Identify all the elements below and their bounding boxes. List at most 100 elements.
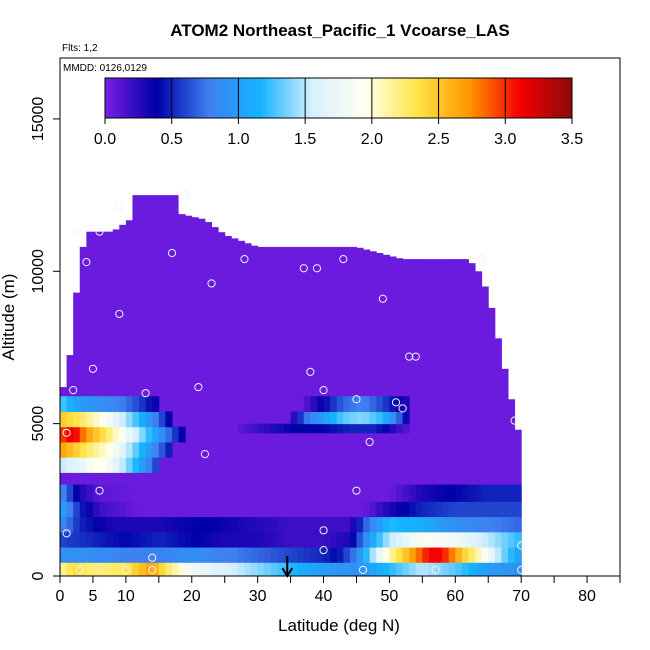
heatmap-cell <box>376 423 384 434</box>
heatmap-cell <box>66 441 74 458</box>
sample-point <box>299 264 308 273</box>
heatmap-cell <box>244 531 252 548</box>
heatmap-cell <box>73 562 81 577</box>
heatmap-cell <box>501 516 509 533</box>
heatmap-cell <box>264 531 272 548</box>
heatmap-cell <box>185 547 193 563</box>
heatmap-column <box>422 259 430 576</box>
heatmap-cell <box>369 423 377 434</box>
heatmap-cell <box>218 516 226 533</box>
heatmap-cell <box>277 547 285 563</box>
heatmap-cell <box>172 501 180 518</box>
heatmap-cell <box>204 516 213 533</box>
colorbar-segment <box>451 78 456 118</box>
heatmap-cell <box>481 501 489 518</box>
heatmap-cell <box>409 531 417 548</box>
heatmap-cell <box>86 501 94 518</box>
heatmap-cell <box>290 484 298 502</box>
heatmap-column <box>204 222 213 577</box>
heatmap-column <box>277 246 285 576</box>
heatmap-cell <box>494 547 502 563</box>
sample-point <box>306 367 315 376</box>
heatmap-cell <box>310 501 318 518</box>
heatmap-cell <box>336 396 344 412</box>
heatmap-cell <box>112 441 120 458</box>
heatmap-cell <box>92 516 101 533</box>
colorbar-segment <box>421 78 426 118</box>
heatmap-cell <box>382 396 390 412</box>
heatmap-cell <box>125 441 133 458</box>
heatmap-cell <box>224 531 232 548</box>
heatmap-cell <box>264 423 272 434</box>
heatmap-cell <box>218 501 226 518</box>
heatmap-cell <box>396 516 404 533</box>
heatmap-cell <box>461 484 469 502</box>
heatmap-cell <box>145 426 153 443</box>
heatmap-cell <box>402 484 410 502</box>
colorbar-segment <box>288 78 293 118</box>
heatmap-cell <box>270 547 278 563</box>
heatmap-cell <box>330 501 338 518</box>
heatmap-cell <box>356 423 364 434</box>
heatmap-cell <box>132 426 140 443</box>
heatmap-cell <box>218 547 226 563</box>
colorbar-segment <box>358 78 363 118</box>
heatmap-cell <box>158 426 166 443</box>
heatmap-cell <box>297 501 305 518</box>
heatmap-cell <box>244 516 252 533</box>
heatmap-cell <box>92 562 101 577</box>
sample-point <box>88 364 98 373</box>
y-axis: 0 5000 10000 15000 <box>30 97 60 580</box>
heatmap-cell <box>349 501 357 518</box>
sample-point <box>240 255 249 264</box>
colorbar-segment <box>355 78 360 118</box>
heatmap-cell <box>60 501 68 518</box>
colorbar-segment <box>538 78 543 118</box>
heatmap-cell <box>251 501 259 518</box>
heatmap-cell <box>125 531 133 548</box>
heatmap-cell <box>152 501 160 518</box>
heatmap-cell <box>191 562 199 577</box>
heatmap-cell <box>349 423 357 434</box>
x-tick-label: 50 <box>381 588 399 605</box>
heatmap-cell <box>310 423 318 434</box>
heatmap-cell <box>66 531 74 548</box>
heatmap-cell <box>349 396 357 412</box>
colorbar-tick-label: 1.0 <box>227 131 249 148</box>
colorbar-segment <box>278 78 283 118</box>
heatmap-cell <box>402 501 410 518</box>
heatmap-cell <box>356 547 364 563</box>
heatmap-column <box>455 259 463 576</box>
heatmap-cell <box>415 484 423 502</box>
heatmap-cell <box>152 531 160 548</box>
colorbar-segment <box>508 78 513 118</box>
heatmap-cell <box>119 426 127 443</box>
heatmap-cell <box>132 501 140 518</box>
heatmap-cell <box>251 423 259 434</box>
sample-point <box>95 227 104 236</box>
y-axis-label: Altitude (m) <box>0 274 18 361</box>
heatmap-cell <box>132 396 140 412</box>
heatmap-cell <box>73 426 81 443</box>
heatmap-cell <box>284 547 292 563</box>
colorbar-segment <box>145 78 149 118</box>
heatmap-cell <box>494 562 502 577</box>
heatmap-cell <box>508 516 516 533</box>
heatmap-cell <box>369 396 377 412</box>
colorbar-segment <box>478 78 483 118</box>
heatmap-column <box>264 246 272 576</box>
colorbar-segment <box>218 78 223 118</box>
heatmap-cell <box>158 441 166 458</box>
heatmap-cell <box>92 501 101 518</box>
sample-point <box>339 255 348 264</box>
colorbar-segment <box>345 78 350 118</box>
heatmap-cell <box>270 484 278 502</box>
sample-point <box>200 450 210 459</box>
sample-point <box>148 553 157 562</box>
colorbar-segment <box>495 78 500 118</box>
colorbar-segment <box>438 78 443 118</box>
heatmap-cell <box>264 501 272 518</box>
colorbar-segment <box>568 78 573 118</box>
heatmap-cell <box>389 547 397 563</box>
